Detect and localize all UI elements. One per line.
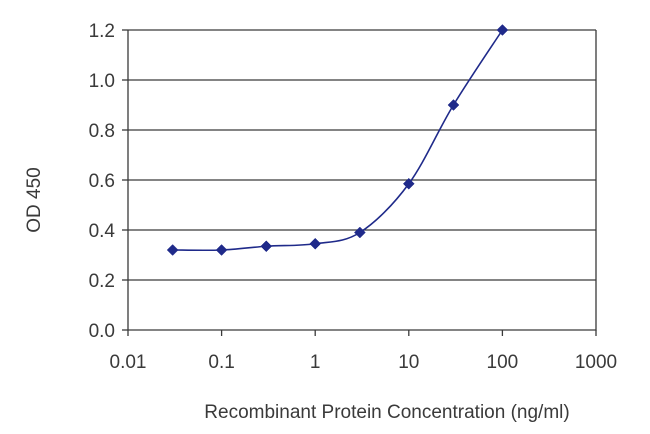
y-tick-label-5: 1.0 xyxy=(89,71,115,92)
data-point-2 xyxy=(260,240,273,253)
y-tick-label-3: 0.6 xyxy=(89,171,115,192)
y-tick-label-4: 0.8 xyxy=(89,121,115,142)
tick-labels: 0.0 0.2 0.4 0.6 0.8 1.0 1.2 0.01 0.1 1 10 100 1000 xyxy=(89,21,618,373)
x-tick-label-4: 100 xyxy=(487,352,519,373)
x-tick-label-1: 0.1 xyxy=(208,352,234,373)
data-point-6 xyxy=(447,99,460,111)
data-point-3 xyxy=(309,237,322,250)
data-point-4 xyxy=(354,226,366,239)
x-tick-label-2: 1 xyxy=(310,352,321,373)
y-tick-label-1: 0.2 xyxy=(89,271,115,292)
data-point-1 xyxy=(215,244,228,256)
x-tick-label-3: 10 xyxy=(398,352,419,373)
data-point-0 xyxy=(166,244,179,256)
data-point-7 xyxy=(496,24,509,36)
data-point-5 xyxy=(402,177,415,190)
y-tick-label-2: 0.4 xyxy=(89,221,116,242)
x-tick-label-0: 0.01 xyxy=(110,352,147,373)
y-tick-label-6: 1.2 xyxy=(89,21,115,42)
gridlines xyxy=(128,29,596,281)
x-axis-title: Recombinant Protein Concentration (ng/ml… xyxy=(204,402,569,423)
series-line-0 xyxy=(172,29,504,252)
x-tick-label-5: 1000 xyxy=(575,352,617,373)
axes xyxy=(122,29,597,336)
data-series xyxy=(166,24,509,256)
y-axis-title: OD 450 xyxy=(24,167,45,232)
y-tick-label-0: 0.0 xyxy=(89,321,115,342)
